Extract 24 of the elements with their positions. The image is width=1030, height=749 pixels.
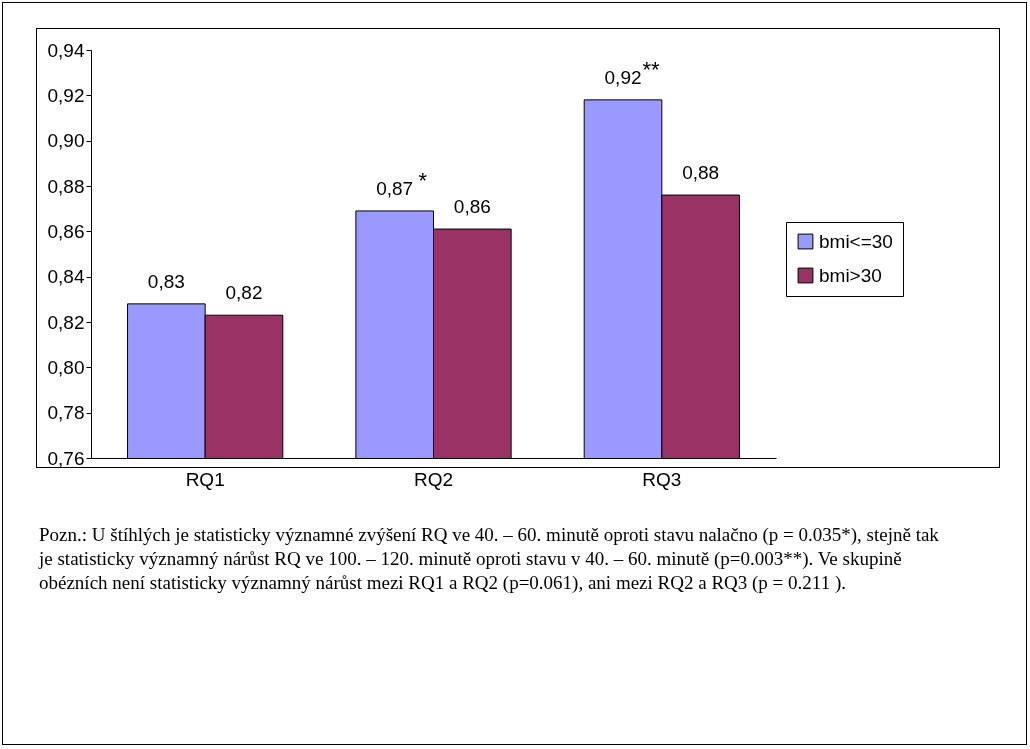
x-tick-label: RQ3 [642,468,682,490]
data-label: 0,86 [453,196,491,218]
data-label: 0,87 [376,177,414,199]
data-label: 0,82 [225,282,263,304]
annotation: * [418,167,428,193]
data-label: 0,83 [147,270,185,292]
data-label: 0,92 [604,66,642,88]
y-tick-label: 0,80 [47,356,85,378]
legend-label: bmi>30 [819,264,882,286]
annotation: ** [642,56,661,82]
y-tick-label: 0,84 [47,266,85,288]
data-label: 0,88 [682,162,720,184]
y-tick-label: 0,76 [47,447,85,469]
text: Pozn.: U štíhlých je statisticky významné zvýšení RQ ve 40. – 60. minutě oproti stavu nalačno (p = 0.035*), stejně tak je statisticky významný nárůst RQ ve 100. – 120. minutě oproti stavu v 40. – 60. minutě (p=0.003**). Ve skupině obézních není statisticky významný nárůst mezi RQ1 a RQ2 (p=0.061), ani mezi RQ2 a RQ3 (p = 0.211 ). [39,523,939,595]
y-tick-label: 0,82 [47,311,85,333]
y-tick-label: 0,86 [47,220,85,242]
legend-label: bmi<=30 [819,230,893,252]
x-tick-label: RQ1 [185,468,225,490]
x-tick-label: RQ2 [413,468,454,490]
y-tick-label: 0,92 [47,84,85,106]
y-tick-label: 0,88 [47,175,85,197]
y-tick-label: 0,94 [47,39,85,61]
y-tick-label: 0,90 [47,130,85,152]
y-tick-label: 0,78 [47,402,85,424]
